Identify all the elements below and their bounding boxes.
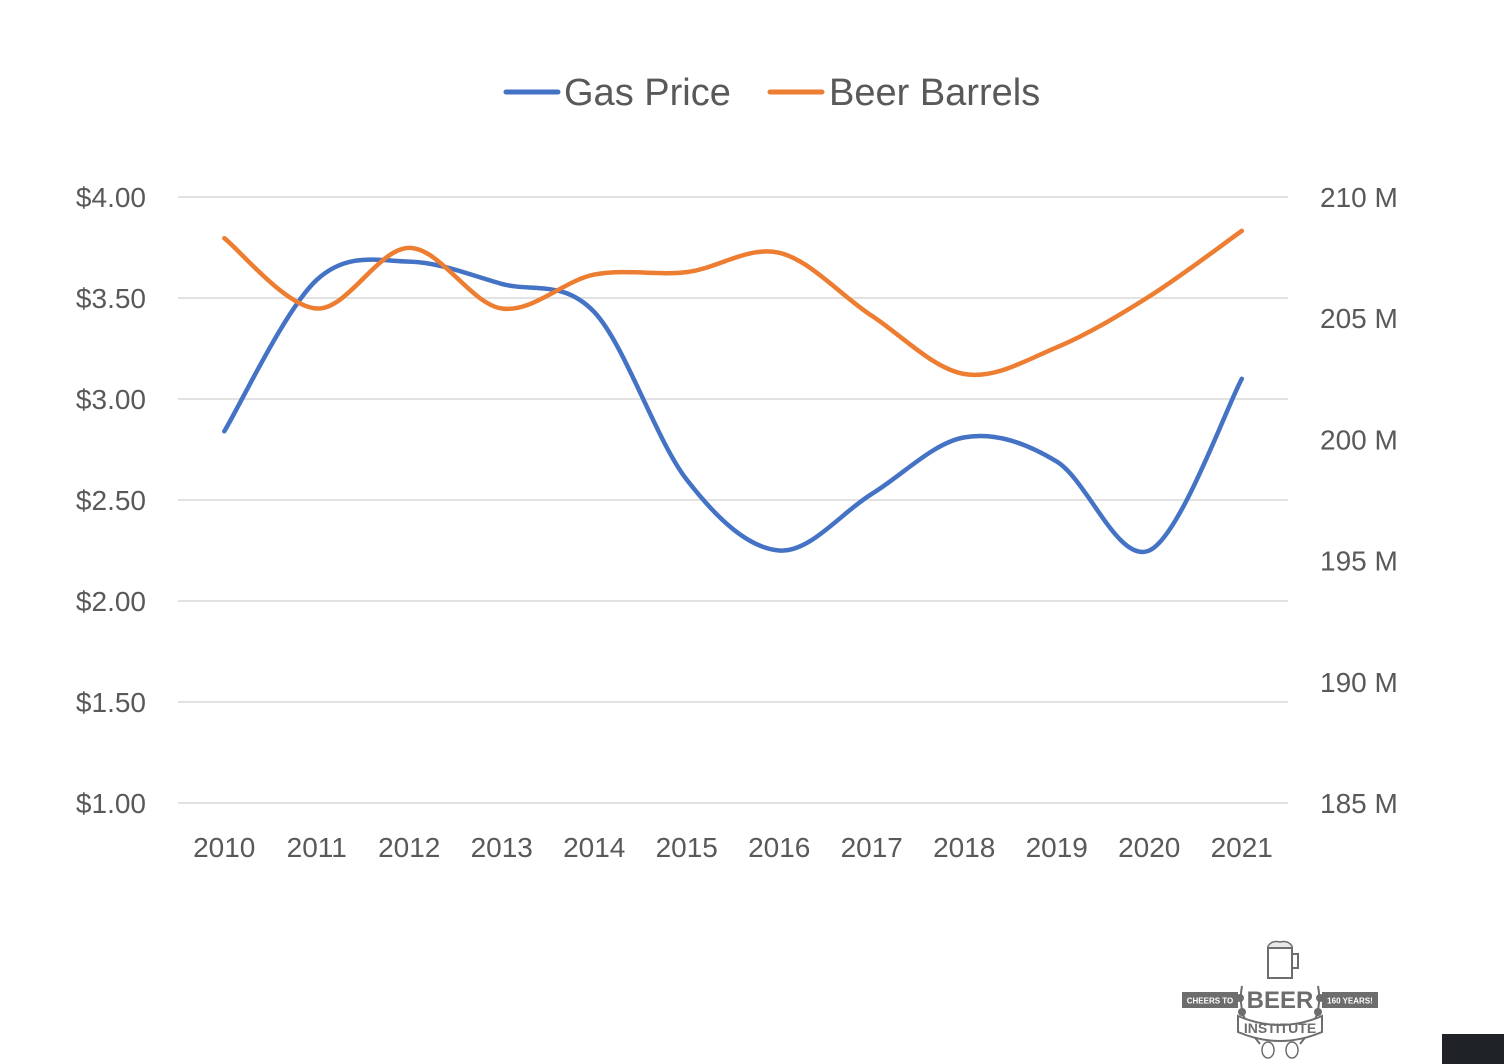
x-tick-label: 2019 bbox=[1026, 832, 1088, 863]
x-tick-label: 2016 bbox=[748, 832, 810, 863]
y-right-tick-label: 200 M bbox=[1320, 424, 1398, 455]
x-tick-label: 2013 bbox=[471, 832, 533, 863]
y-left-tick-label: $3.50 bbox=[76, 283, 146, 314]
beer-barrels-line bbox=[222, 228, 1245, 378]
y-axis-right: 185 M 190 M 195 M 200 M 205 M 210 M bbox=[1320, 182, 1398, 819]
x-tick-label: 2014 bbox=[563, 832, 625, 863]
x-tick-label: 2015 bbox=[656, 832, 718, 863]
logo-sub-text: INSTITUTE bbox=[1244, 1020, 1316, 1036]
x-tick-label: 2017 bbox=[841, 832, 903, 863]
y-right-tick-label: 210 M bbox=[1320, 182, 1398, 213]
x-tick-label: 2012 bbox=[378, 832, 440, 863]
y-right-tick-label: 195 M bbox=[1320, 546, 1398, 577]
series-lines bbox=[222, 228, 1245, 555]
y-axis-left: $1.00 $1.50 $2.00 $2.50 $3.00 $3.50 $4.00 bbox=[76, 182, 146, 819]
y-right-tick-label: 190 M bbox=[1320, 667, 1398, 698]
corner-dark-tab bbox=[1442, 1034, 1504, 1064]
beer-institute-logo: CHEERS TO 160 YEARS! BEER INSTITUTE bbox=[1182, 940, 1378, 1059]
y-left-tick-label: $2.50 bbox=[76, 485, 146, 516]
x-tick-label: 2011 bbox=[287, 832, 347, 863]
x-tick-label: 2021 bbox=[1211, 832, 1273, 863]
y-left-tick-label: $1.50 bbox=[76, 687, 146, 718]
y-left-tick-label: $1.00 bbox=[76, 788, 146, 819]
chart-legend: Gas Price Beer Barrels bbox=[503, 72, 1040, 114]
x-tick-label: 2010 bbox=[193, 832, 255, 863]
x-tick-label: 2020 bbox=[1118, 832, 1180, 863]
x-tick-label: 2018 bbox=[933, 832, 995, 863]
legend-label-gas-price: Gas Price bbox=[564, 72, 731, 114]
x-axis: 2010 2011 2012 2013 2014 2015 2016 2017 2018 2019… bbox=[193, 832, 1273, 863]
logo-main-text: BEER bbox=[1247, 987, 1314, 1014]
y-left-tick-label: $2.00 bbox=[76, 586, 146, 617]
gridlines bbox=[178, 196, 1288, 804]
logo-left-text: CHEERS TO bbox=[1187, 997, 1234, 1006]
legend-label-beer-barrels: Beer Barrels bbox=[829, 72, 1040, 114]
gas-price-line bbox=[222, 257, 1245, 555]
y-left-tick-label: $4.00 bbox=[76, 182, 146, 213]
y-right-tick-label: 205 M bbox=[1320, 303, 1398, 334]
y-left-tick-label: $3.00 bbox=[76, 384, 146, 415]
y-right-tick-label: 185 M bbox=[1320, 788, 1398, 819]
logo-right-text: 160 YEARS! bbox=[1327, 997, 1373, 1006]
